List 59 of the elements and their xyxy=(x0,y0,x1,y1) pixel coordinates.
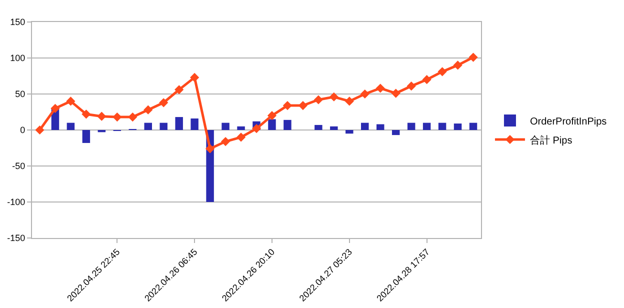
legend-label: 合計 Pips xyxy=(530,134,572,146)
bar xyxy=(469,122,478,130)
bar xyxy=(222,122,230,130)
point xyxy=(144,105,153,114)
bar xyxy=(160,122,168,130)
point xyxy=(298,100,308,110)
point xyxy=(376,84,385,93)
bar xyxy=(392,130,400,136)
bar xyxy=(330,126,338,130)
point xyxy=(391,88,400,98)
bar xyxy=(144,122,152,130)
bar xyxy=(361,122,369,130)
point xyxy=(66,96,76,106)
bar xyxy=(268,119,276,130)
point xyxy=(159,98,168,108)
point xyxy=(422,75,432,84)
y-tick-label: 50 xyxy=(15,89,26,100)
bar xyxy=(422,122,431,130)
point xyxy=(468,52,478,62)
point xyxy=(360,89,370,99)
y-tick-label: 150 xyxy=(10,17,26,28)
bar xyxy=(407,122,416,130)
point xyxy=(267,111,277,120)
point xyxy=(190,72,200,82)
bar xyxy=(346,130,354,134)
point xyxy=(206,144,215,154)
point xyxy=(314,95,323,104)
bar xyxy=(190,118,198,130)
bar xyxy=(454,124,462,130)
legend-label: OrderProfitInPips xyxy=(530,116,607,128)
point xyxy=(282,100,292,110)
bar xyxy=(314,124,322,130)
point xyxy=(174,85,184,94)
bar xyxy=(66,122,75,130)
point xyxy=(97,112,106,121)
point xyxy=(236,132,246,142)
point xyxy=(112,112,122,122)
y-tick-label: -150 xyxy=(7,233,26,244)
bar xyxy=(284,120,292,130)
bar xyxy=(82,130,90,143)
point xyxy=(35,125,44,135)
y-tick-label: 100 xyxy=(10,53,26,64)
point xyxy=(344,96,354,106)
point xyxy=(128,112,138,122)
point xyxy=(220,136,230,146)
point xyxy=(252,124,262,134)
bar xyxy=(438,122,446,130)
point xyxy=(453,60,462,70)
bar xyxy=(376,124,384,130)
bar xyxy=(175,117,183,130)
bar xyxy=(237,126,245,130)
point xyxy=(406,82,416,91)
y-tick-label: -50 xyxy=(12,161,26,172)
y-tick-label: 0 xyxy=(20,125,26,136)
y-tick-label: -100 xyxy=(7,197,26,208)
point xyxy=(82,110,91,119)
point xyxy=(329,92,338,102)
point xyxy=(438,67,447,76)
point xyxy=(50,104,60,113)
